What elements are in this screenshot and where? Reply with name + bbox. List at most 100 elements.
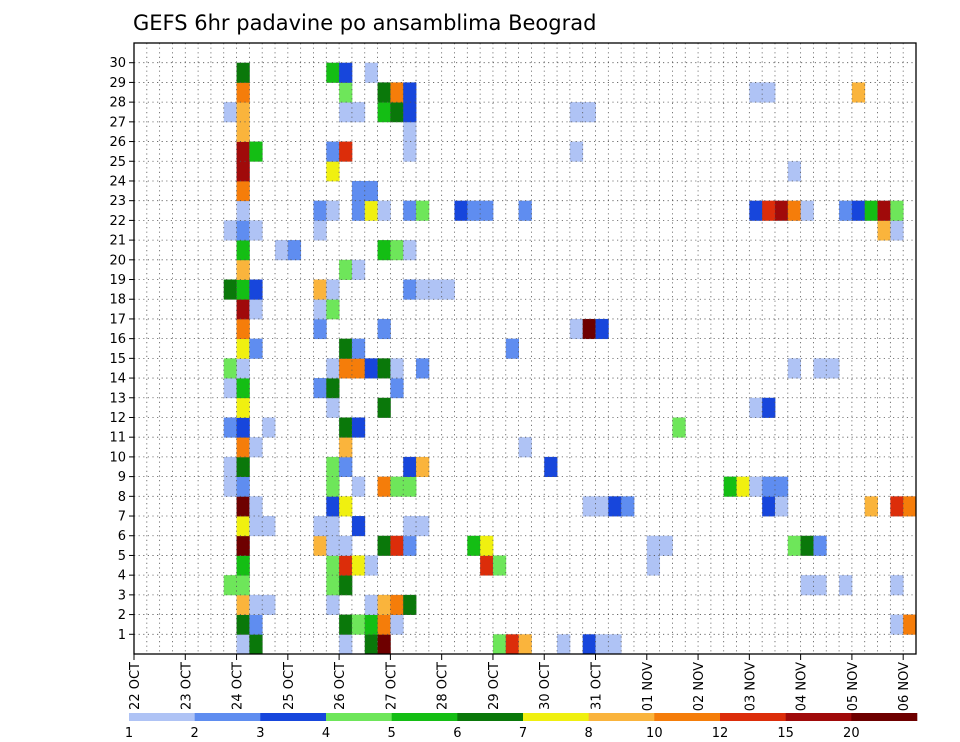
x-tick-label-2: 24 OCT (231, 662, 246, 710)
cell-m9-t21 (403, 476, 417, 497)
cell-m15-t53 (813, 358, 827, 379)
legend-label-3: 3 (256, 726, 264, 741)
grid-lines (134, 43, 916, 654)
cell-m25-t8 (236, 161, 250, 182)
cell-m23-t27 (480, 200, 494, 221)
cell-m23-t26 (467, 200, 481, 221)
cell-m6-t52 (800, 535, 814, 556)
cell-m7-t8 (236, 516, 250, 537)
cell-m16-t29 (505, 338, 519, 359)
cell-m29-t49 (762, 82, 776, 103)
cell-m1-t28 (492, 634, 507, 655)
cell-m4-t53 (813, 575, 827, 596)
cell-m8-t35 (582, 496, 596, 517)
cell-m15-t16 (339, 358, 353, 379)
cell-m16-t16 (339, 338, 353, 359)
cell-m2-t8 (236, 614, 250, 635)
y-tick-label-17: 17 (109, 312, 126, 327)
legend-swatch-10 (720, 713, 786, 721)
x-tick-label-10: 01 NOV (641, 662, 656, 711)
y-tick-label-4: 4 (118, 569, 126, 584)
cell-m17-t36 (595, 318, 609, 340)
cell-m29-t20 (390, 82, 404, 103)
y-tick-label-30: 30 (109, 56, 126, 71)
cell-m23-t49 (762, 200, 776, 221)
cell-m3-t19 (377, 594, 391, 615)
cell-m2-t60 (903, 614, 917, 635)
cell-m14-t15 (326, 378, 340, 399)
legend-swatch-3 (260, 713, 327, 721)
cell-m26-t9 (249, 141, 263, 162)
y-tick-label-25: 25 (109, 155, 126, 170)
cell-m25-t51 (787, 161, 802, 182)
cell-m23-t55 (839, 200, 853, 221)
cell-m29-t8 (236, 82, 250, 103)
cell-m9-t19 (377, 476, 391, 497)
cell-m15-t19 (377, 358, 391, 379)
cell-m21-t12 (287, 240, 302, 261)
cell-m9-t8 (236, 476, 250, 497)
cell-m4-t15 (326, 575, 340, 596)
cell-m23-t8 (236, 200, 250, 221)
cell-m29-t56 (851, 82, 866, 103)
cell-m8-t57 (864, 496, 878, 517)
cell-m19-t22 (416, 279, 430, 300)
cell-m17-t34 (569, 318, 584, 340)
x-tick-label-9: 31 OCT (590, 662, 605, 710)
y-tick-label-20: 20 (109, 253, 126, 268)
x-tick-label-3: 25 OCT (282, 662, 297, 710)
legend-label-15: 15 (777, 726, 794, 741)
cell-m5-t17 (351, 555, 366, 576)
cell-m6-t27 (480, 535, 494, 556)
cell-m18-t9 (249, 299, 263, 320)
cell-m30-t16 (339, 62, 353, 83)
cell-m25-t15 (326, 161, 340, 182)
cell-m5-t15 (326, 555, 340, 576)
cell-m19-t21 (403, 279, 417, 300)
cell-m6-t26 (467, 535, 481, 556)
cell-m21-t19 (377, 240, 391, 261)
y-tick-label-28: 28 (109, 96, 126, 111)
cell-m28-t21 (403, 102, 417, 123)
legend-swatch-8 (588, 713, 655, 721)
y-tick-label-24: 24 (109, 174, 126, 189)
x-tick-label-1: 23 OCT (179, 662, 194, 710)
legend-label-12: 12 (712, 726, 729, 741)
y-tick-label-15: 15 (109, 352, 126, 367)
legend-swatch-12 (851, 713, 918, 721)
y-axis: 1234567891011121314151617181920212223242… (109, 56, 134, 643)
cell-m9-t48 (749, 476, 763, 497)
cell-m13-t15 (326, 397, 340, 418)
cell-m8-t60 (903, 496, 917, 517)
y-tick-label-8: 8 (118, 490, 126, 505)
cell-m3-t9 (249, 594, 263, 615)
cell-m27-t21 (403, 121, 417, 142)
cell-m19-t8 (236, 279, 250, 300)
cell-m26-t21 (403, 141, 417, 162)
cell-m23-t56 (851, 200, 866, 221)
cell-m17-t14 (313, 318, 327, 340)
cell-m19-t7 (223, 279, 237, 300)
legend-label-7: 7 (519, 726, 527, 741)
cell-m13-t8 (236, 397, 250, 418)
cell-m9-t15 (326, 476, 340, 497)
cell-m30-t15 (326, 62, 340, 83)
y-tick-label-19: 19 (109, 273, 126, 288)
cell-m23-t57 (864, 200, 878, 221)
cell-m1-t36 (595, 634, 609, 655)
y-tick-label-22: 22 (109, 214, 126, 229)
cell-m23-t17 (351, 200, 366, 221)
cell-m11-t30 (518, 437, 532, 458)
cell-m6-t8 (236, 535, 250, 556)
y-tick-label-29: 29 (109, 76, 126, 91)
cell-m2-t18 (364, 614, 378, 635)
cell-m5-t16 (339, 555, 353, 576)
x-tick-label-4: 26 OCT (333, 662, 348, 710)
legend-label-10: 10 (646, 726, 663, 741)
cell-m7-t15 (326, 516, 340, 537)
cell-m19-t24 (441, 279, 455, 300)
y-tick-label-2: 2 (118, 608, 126, 623)
y-tick-label-7: 7 (118, 510, 126, 525)
cell-m2-t17 (351, 614, 366, 635)
cell-m4-t55 (839, 575, 853, 596)
